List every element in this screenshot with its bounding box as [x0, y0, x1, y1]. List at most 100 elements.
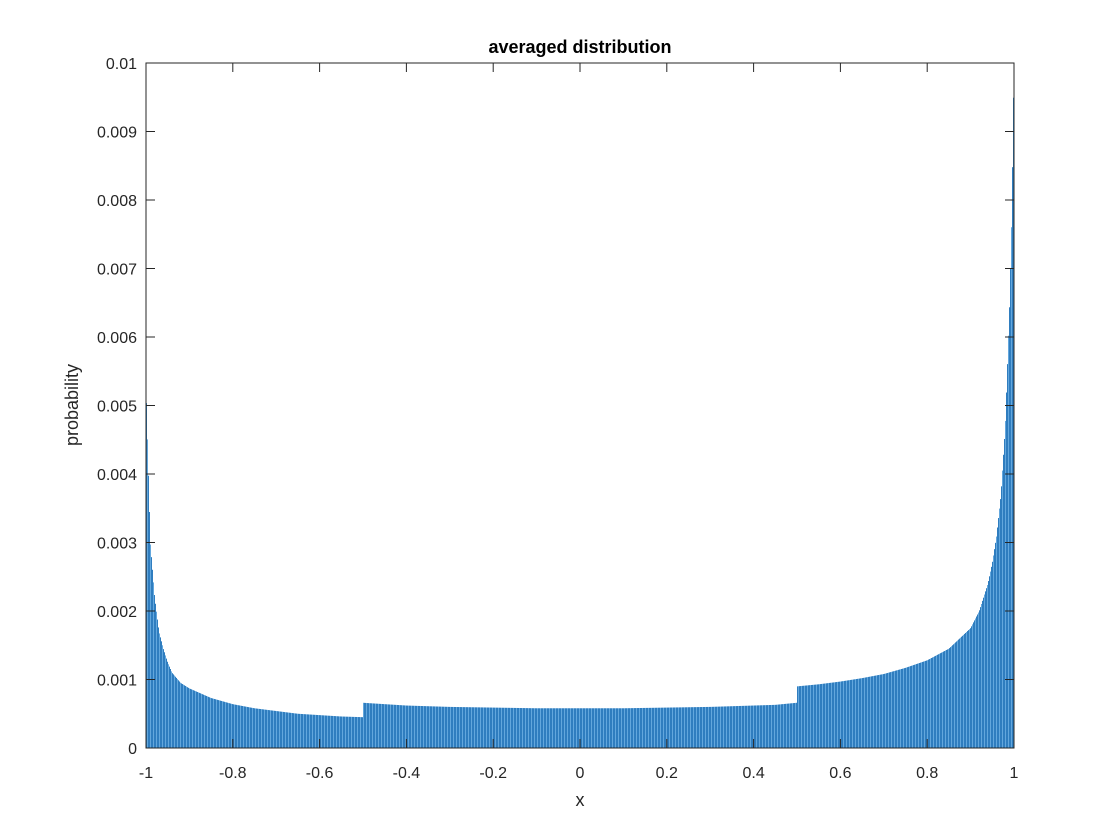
histogram-bar: [997, 527, 998, 748]
histogram-bar: [943, 651, 944, 748]
histogram-bar: [390, 704, 391, 748]
histogram-bar: [409, 705, 410, 748]
histogram-bar: [712, 706, 713, 748]
histogram-bar: [190, 688, 191, 748]
histogram-bar: [641, 707, 642, 748]
histogram-bar: [606, 708, 607, 748]
histogram-bar: [843, 681, 844, 748]
histogram-bar: [153, 582, 154, 748]
histogram-bar: [922, 661, 923, 748]
histogram-bar: [229, 703, 230, 748]
histogram-bar: [595, 708, 596, 748]
histogram-bar: [897, 670, 898, 748]
histogram-bar: [892, 671, 893, 748]
histogram-bar: [972, 624, 973, 748]
histogram-bar: [589, 708, 590, 748]
histogram-bar: [750, 705, 751, 748]
histogram-bar: [187, 687, 188, 748]
histogram-bar: [647, 707, 648, 748]
histogram-bar: [472, 707, 473, 748]
histogram-bar: [626, 708, 627, 748]
histogram-bar: [780, 704, 781, 748]
histogram-bar: [202, 694, 203, 748]
histogram-bar: [831, 682, 832, 748]
histogram-bar: [283, 711, 284, 748]
histogram-bar: [494, 707, 495, 748]
histogram-bar: [746, 705, 747, 748]
histogram-bar: [281, 711, 282, 748]
histogram-bar: [436, 706, 437, 748]
histogram-bar: [607, 708, 608, 748]
histogram-bar: [539, 708, 540, 748]
histogram-bar: [859, 678, 860, 748]
histogram-bar: [566, 708, 567, 748]
histogram-bar: [333, 715, 334, 748]
histogram-bar: [216, 699, 217, 748]
histogram-bar: [526, 708, 527, 748]
histogram-bar: [427, 706, 428, 748]
histogram-bar: [795, 702, 796, 748]
histogram-bar: [331, 715, 332, 748]
histogram-bar: [1008, 335, 1009, 748]
histogram-bar: [275, 710, 276, 748]
histogram-bar: [670, 707, 671, 748]
histogram-bar: [454, 706, 455, 748]
histogram-bar: [683, 707, 684, 748]
histogram-bar: [657, 707, 658, 748]
histogram-bar: [189, 688, 190, 748]
histogram-bar: [929, 659, 930, 748]
histogram-bar: [410, 705, 411, 748]
histogram-bar: [608, 708, 609, 748]
histogram-bar: [984, 594, 985, 748]
histogram-bar: [777, 704, 778, 748]
histogram-bar: [224, 701, 225, 748]
histogram-bar: [366, 702, 367, 748]
histogram-bar: [708, 706, 709, 748]
histogram-bar: [810, 685, 811, 748]
histogram-bar: [733, 706, 734, 748]
histogram-bar: [196, 691, 197, 748]
histogram-bar: [665, 707, 666, 748]
histogram-bar: [351, 716, 352, 748]
histogram-bar: [434, 706, 435, 748]
histogram-bar: [820, 684, 821, 748]
histogram-bar: [770, 704, 771, 748]
histogram-bar: [579, 708, 580, 748]
histogram-bar: [418, 705, 419, 748]
histogram-bar: [899, 669, 900, 748]
histogram-bar: [278, 711, 279, 748]
histogram-bar: [1005, 420, 1006, 748]
histogram-bar: [495, 707, 496, 748]
histogram-bar: [441, 706, 442, 748]
histogram-bar: [865, 677, 866, 748]
histogram-bar: [489, 707, 490, 748]
histogram-bar: [329, 715, 330, 748]
histogram-bar: [570, 708, 571, 748]
histogram-bar: [599, 708, 600, 748]
x-tick-label: -0.2: [479, 765, 507, 782]
histogram-bar: [461, 707, 462, 748]
histogram-bar: [728, 706, 729, 748]
histogram-bar: [687, 707, 688, 748]
histogram-bar: [200, 693, 201, 748]
histogram-bar: [540, 708, 541, 748]
histogram-bar: [475, 707, 476, 748]
histogram-bar: [794, 702, 795, 748]
histogram-bar: [742, 705, 743, 748]
histogram-bar: [653, 707, 654, 748]
histogram-bar: [534, 708, 535, 748]
histogram-bar: [150, 544, 151, 748]
histogram-bar: [783, 704, 784, 748]
histogram-bar: [590, 708, 591, 748]
histogram-bar: [220, 700, 221, 748]
histogram-bar: [938, 654, 939, 748]
histogram-bar: [194, 690, 195, 748]
histogram-bar: [542, 708, 543, 748]
histogram-bar: [898, 669, 899, 748]
histogram-bar: [535, 708, 536, 748]
histogram-bar: [228, 702, 229, 748]
histogram-bar: [711, 706, 712, 748]
histogram-bar: [699, 707, 700, 748]
histogram-bar: [802, 685, 803, 748]
histogram-bar: [403, 705, 404, 748]
